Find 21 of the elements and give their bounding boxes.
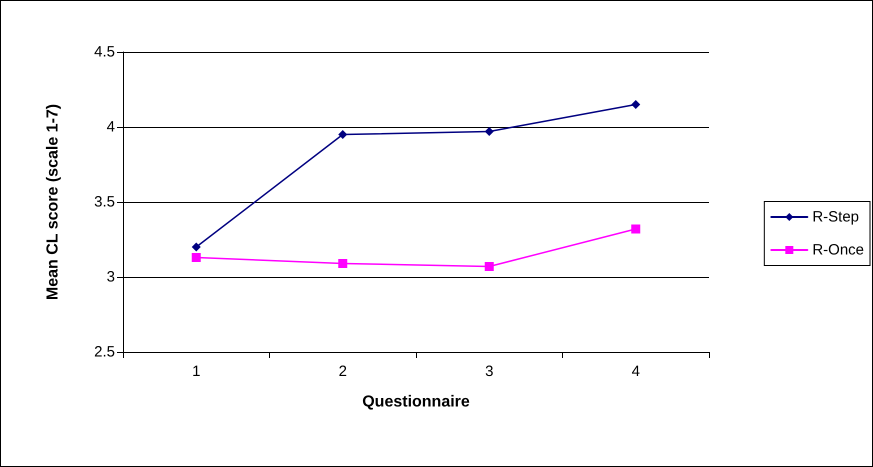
point [484, 127, 494, 136]
point [338, 259, 348, 268]
y-tick-label: 4.5 [94, 44, 115, 60]
point [484, 262, 494, 271]
x-tick-label: 3 [485, 363, 494, 380]
y-tick-label: 3 [106, 268, 115, 286]
x-axis-title: Questionnaire [362, 394, 470, 410]
x-tick-label: 2 [338, 363, 347, 380]
y-tick-label: 4 [106, 118, 115, 136]
y-tick-label: 3.5 [94, 194, 115, 210]
point [631, 224, 640, 234]
point [338, 130, 348, 139]
point [192, 242, 201, 252]
legend-label: R-Once [812, 242, 864, 258]
x-tick-label: 4 [632, 363, 640, 380]
x-tick-label: 1 [192, 363, 200, 380]
y-tick-label: 2.5 [94, 344, 115, 360]
point [631, 100, 640, 109]
y-axis-title: Mean CL score (scale 1-7) [44, 104, 62, 300]
point [192, 253, 201, 262]
legend-label: R-Step [812, 208, 860, 226]
